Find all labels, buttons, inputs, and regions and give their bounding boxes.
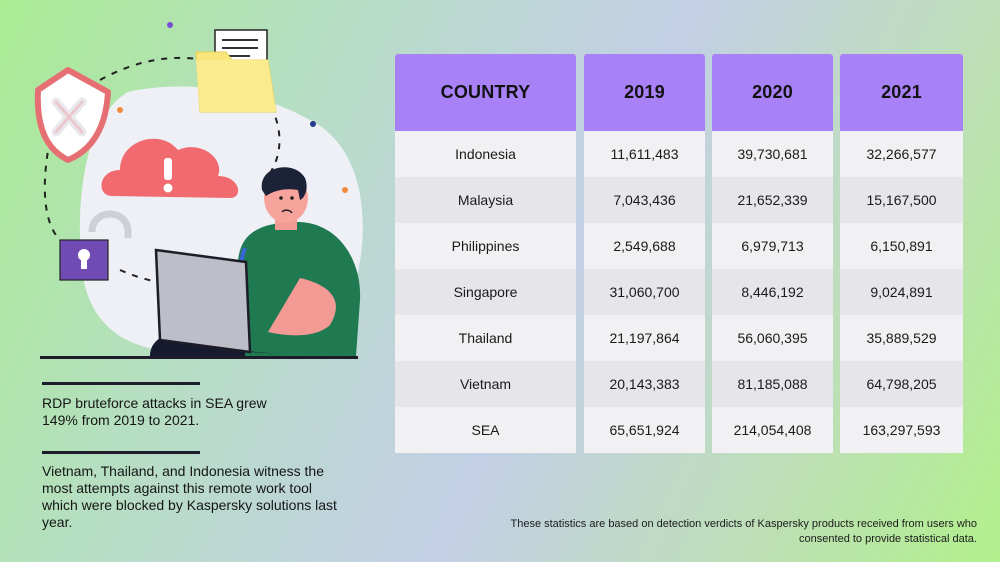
growth-statement: RDP bruteforce attacks in SEA grew 149% …	[42, 395, 267, 428]
cell-2020: 81,185,088	[712, 361, 833, 407]
cell-2021: 32,266,577	[840, 131, 963, 177]
folder-icon	[195, 29, 277, 113]
cell-2021: 15,167,500	[840, 177, 963, 223]
cell-2020: 56,060,395	[712, 315, 833, 361]
header-2020: 2020	[712, 54, 833, 131]
header-2021: 2021	[840, 54, 963, 131]
cell-country: Philippines	[395, 223, 576, 269]
cell-2020: 21,652,339	[712, 177, 833, 223]
header-country: COUNTRY	[395, 54, 576, 131]
cell-2021: 64,798,205	[840, 361, 963, 407]
column-2019: 2019 11,611,483 7,043,436 2,549,688 31,0…	[584, 54, 705, 454]
dashed-connector	[99, 56, 206, 81]
cell-2021: 35,889,529	[840, 315, 963, 361]
footnote: These statistics are based on detection …	[510, 518, 978, 545]
padlock-icon	[59, 210, 132, 281]
cell-2019: 31,060,700	[584, 269, 705, 315]
cell-2020: 8,446,192	[712, 269, 833, 315]
divider-line	[42, 382, 200, 385]
cell-2019: 2,549,688	[584, 223, 705, 269]
cloud-alert-icon	[101, 138, 239, 198]
cell-2020: 6,979,713	[712, 223, 833, 269]
cell-2021: 163,297,593	[840, 407, 963, 453]
cell-2019: 65,651,924	[584, 407, 705, 453]
cell-country: Singapore	[395, 269, 576, 315]
cell-country: SEA	[395, 407, 576, 453]
column-2021: 2021 32,266,577 15,167,500 6,150,891 9,0…	[840, 54, 963, 454]
column-2020: 2020 39,730,681 21,652,339 6,979,713 8,4…	[712, 54, 833, 454]
shield-x-icon	[34, 67, 111, 163]
cell-country: Vietnam	[395, 361, 576, 407]
cell-2019: 20,143,383	[584, 361, 705, 407]
cell-2020: 214,054,408	[712, 407, 833, 453]
divider-line	[42, 451, 200, 454]
dashed-connector	[254, 84, 281, 181]
top-countries-statement: Vietnam, Thailand, and Indonesia witness…	[42, 463, 337, 530]
dashed-connector	[43, 139, 61, 241]
cell-2019: 7,043,436	[584, 177, 705, 223]
hero-illustration	[34, 22, 363, 359]
cell-country: Malaysia	[395, 177, 576, 223]
column-country: COUNTRY Indonesia Malaysia Philippines S…	[395, 54, 576, 454]
cell-country: Thailand	[395, 315, 576, 361]
header-2019: 2019	[584, 54, 705, 131]
cell-2021: 9,024,891	[840, 269, 963, 315]
cell-country: Indonesia	[395, 131, 576, 177]
cell-2019: 11,611,483	[584, 131, 705, 177]
cell-2019: 21,197,864	[584, 315, 705, 361]
cell-2021: 6,150,891	[840, 223, 963, 269]
cell-2020: 39,730,681	[712, 131, 833, 177]
laptop-icon	[154, 248, 280, 354]
